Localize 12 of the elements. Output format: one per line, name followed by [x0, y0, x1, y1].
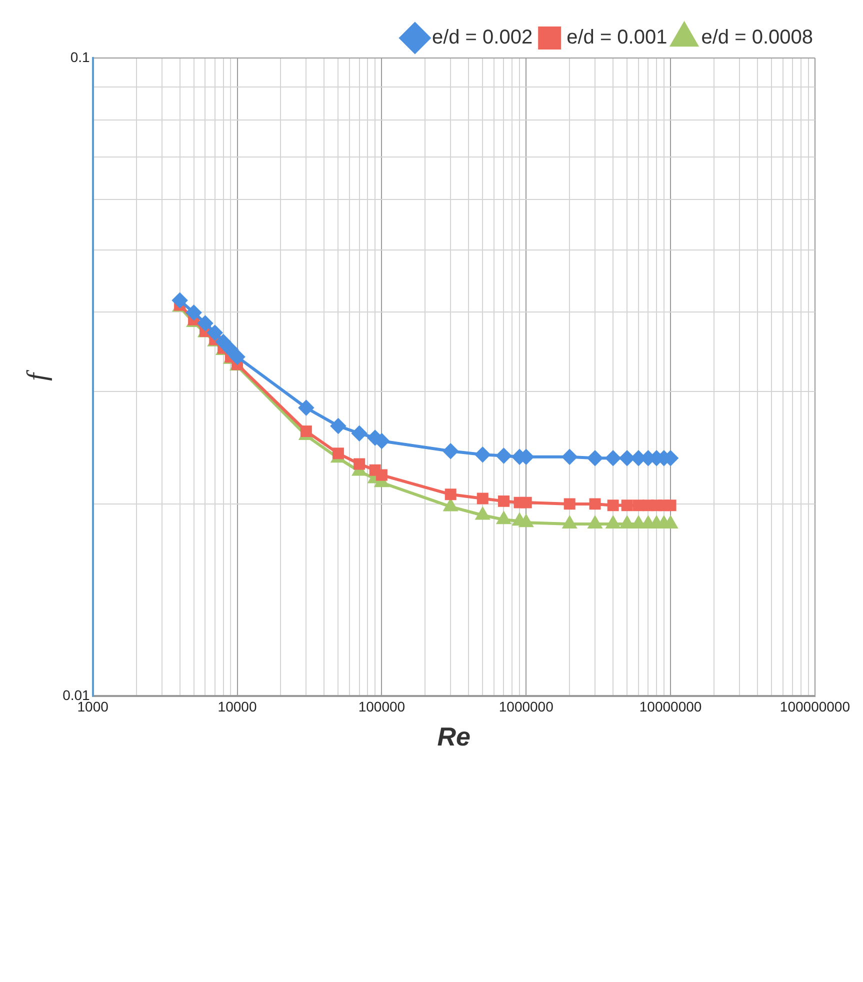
x-tick-label: 100000000	[780, 698, 850, 714]
x-axis-title: Re	[437, 722, 471, 752]
x-tick-label: 100000	[358, 698, 406, 714]
y-tick-label: 0.1	[70, 48, 90, 65]
y-tick-label: 0.01	[62, 686, 90, 703]
legend-label: e/d = 0.002	[432, 26, 533, 49]
x-tick-label: 1000000	[498, 698, 554, 714]
legend-label: e/d = 0.0008	[701, 26, 814, 49]
x-tick-label: 10000000	[639, 698, 702, 714]
legend-label: e/d = 0.001	[566, 26, 668, 49]
y-axis-title: f	[22, 370, 54, 381]
x-tick-label: 10000	[218, 698, 257, 714]
